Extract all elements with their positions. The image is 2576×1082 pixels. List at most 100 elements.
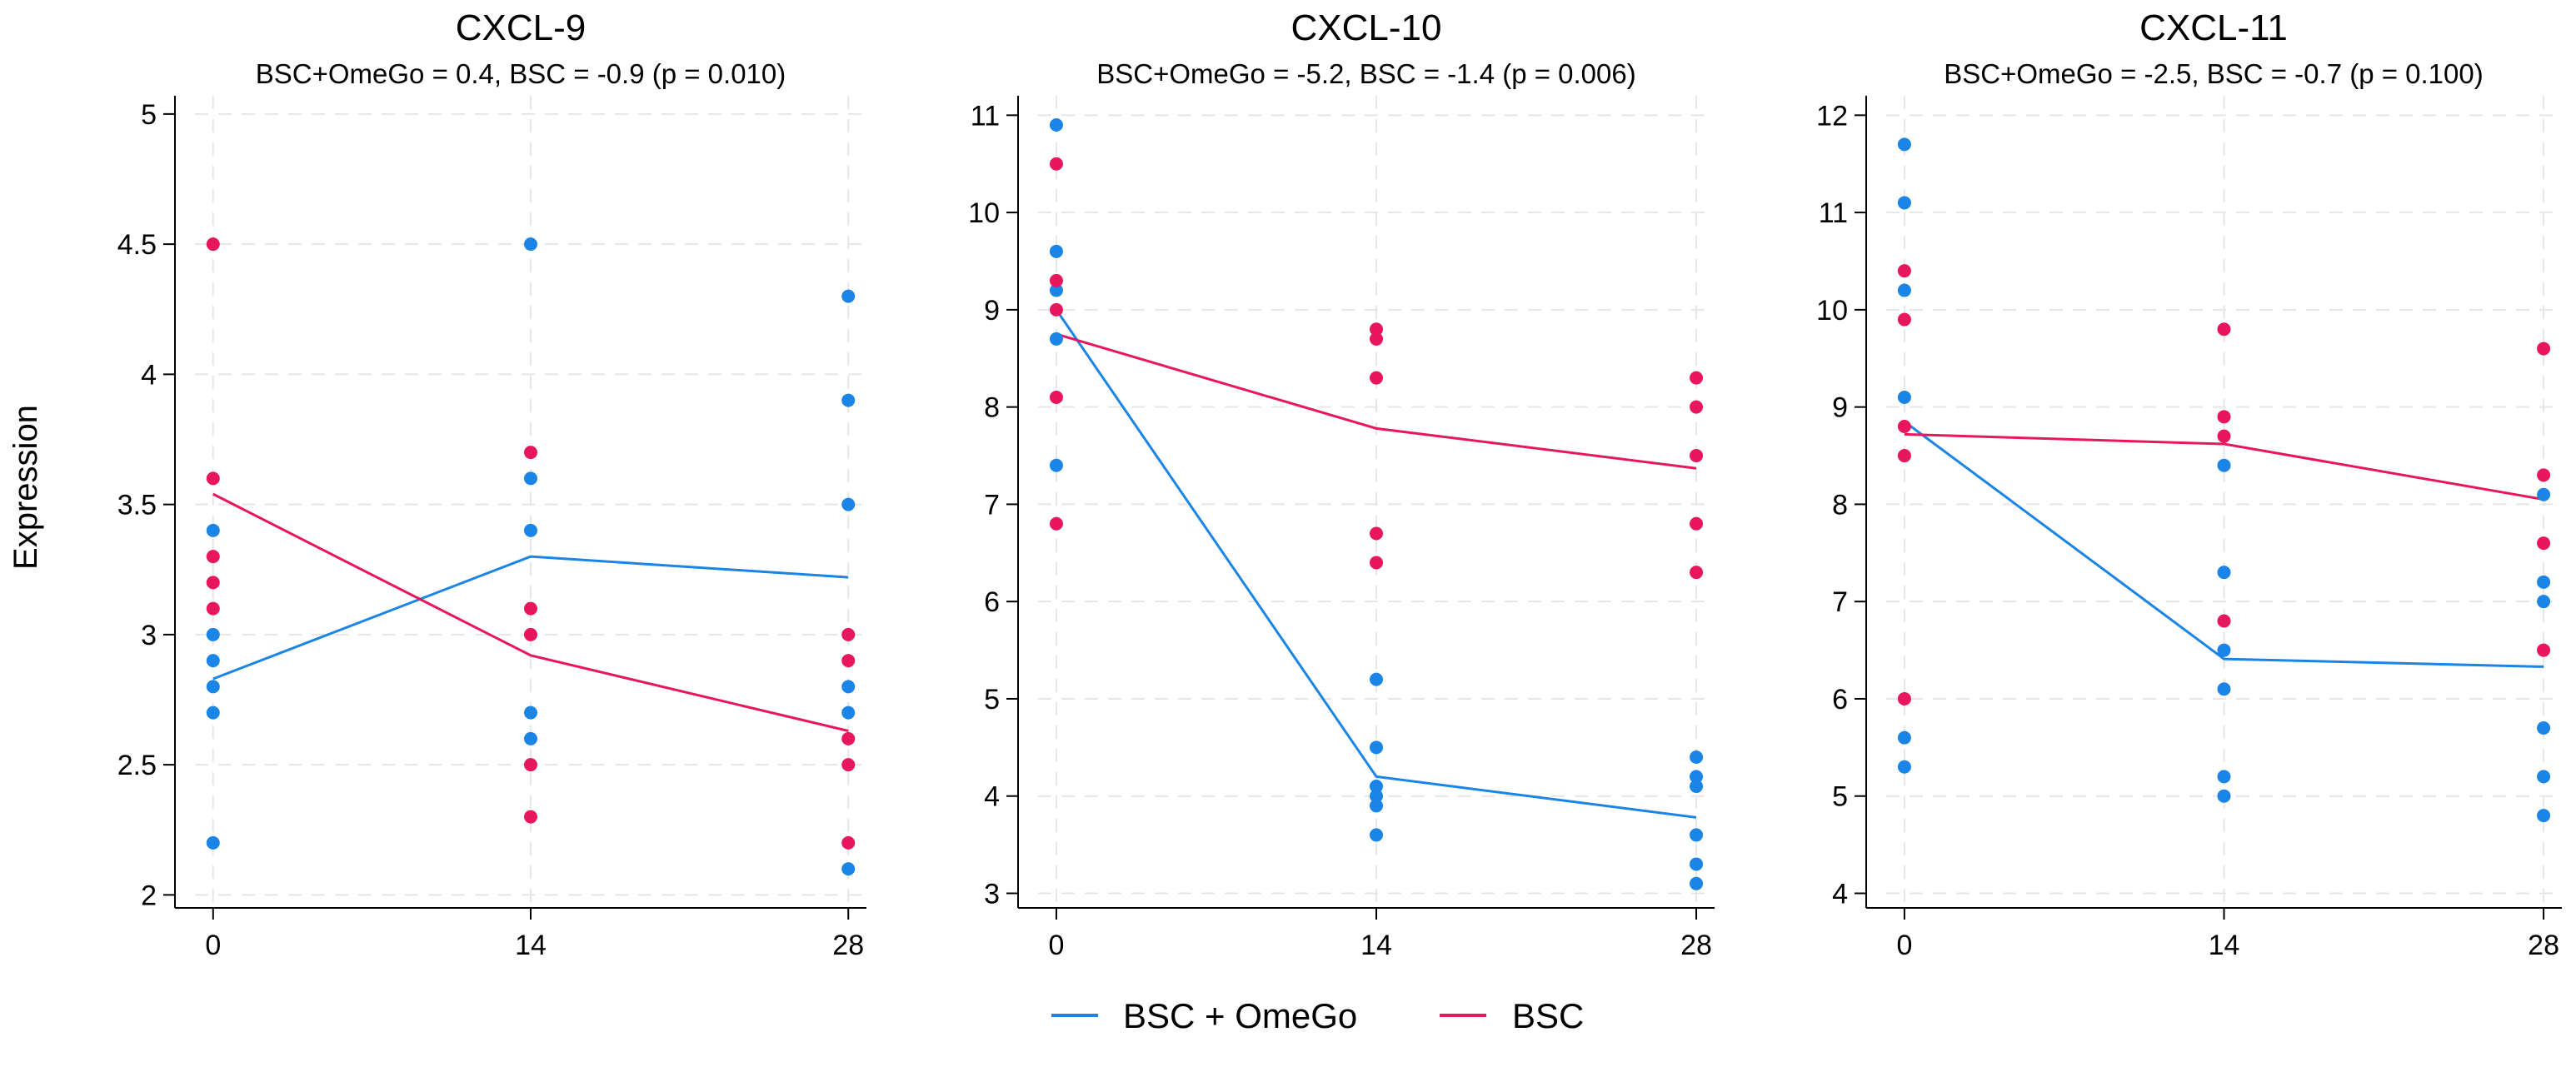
y-tick-label: 5 xyxy=(984,684,1000,716)
data-point-bsc-omego xyxy=(841,706,856,720)
data-point-bsc xyxy=(1690,516,1704,531)
data-point-bsc xyxy=(841,627,856,641)
data-point-bsc-omego xyxy=(524,706,537,720)
data-point-bsc xyxy=(841,731,856,745)
legend: BSC + OmeGo BSC xyxy=(1051,996,1584,1035)
y-tick-label: 5 xyxy=(1832,781,1848,813)
data-point-bsc xyxy=(206,237,220,252)
data-point-bsc-omego xyxy=(1049,118,1063,132)
panel-title: CXCL-11 xyxy=(2139,7,2288,48)
data-point-bsc-omego xyxy=(2217,458,2231,472)
data-point-bsc xyxy=(841,758,856,772)
y-tick-label: 8 xyxy=(984,392,1000,424)
data-point-bsc-omego xyxy=(1370,740,1383,755)
data-point-bsc-omego xyxy=(841,680,856,694)
data-point-bsc xyxy=(524,601,537,616)
y-tick-label: 11 xyxy=(971,100,1000,132)
data-point-bsc-omego xyxy=(524,523,537,537)
data-point-bsc-omego xyxy=(1897,390,1911,404)
y-tick-label: 6 xyxy=(984,586,1000,618)
series-line-bsc-omego xyxy=(1904,420,2544,668)
data-point-bsc xyxy=(1370,322,1383,337)
data-point-bsc-omego xyxy=(2217,566,2231,580)
data-point-bsc xyxy=(1049,157,1063,171)
y-tick-label: 9 xyxy=(1832,392,1848,424)
data-point-bsc xyxy=(1897,312,1911,327)
data-point-bsc-omego xyxy=(1370,799,1383,813)
data-point-bsc xyxy=(1897,420,1911,434)
data-point-bsc-omego xyxy=(206,835,220,850)
y-tick-label: 9 xyxy=(984,295,1000,327)
y-tick-label: 2.5 xyxy=(117,750,157,781)
data-point-bsc-omego xyxy=(1690,750,1704,765)
data-point-bsc xyxy=(524,446,537,460)
data-point-bsc-omego xyxy=(1690,828,1704,842)
data-point-bsc-omego xyxy=(2537,595,2551,609)
y-tick-label: 8 xyxy=(1832,489,1848,521)
data-point-bsc xyxy=(2217,429,2231,443)
data-point-bsc xyxy=(1897,264,1911,278)
data-point-bsc xyxy=(1690,400,1704,414)
data-point-bsc xyxy=(206,471,220,486)
data-point-bsc-omego xyxy=(1897,283,1911,297)
data-point-bsc-omego xyxy=(1049,283,1063,297)
y-tick-label: 5 xyxy=(141,99,157,131)
data-point-bsc-omego xyxy=(1370,789,1383,803)
x-tick-label: 14 xyxy=(2209,930,2240,961)
data-point-bsc-omego xyxy=(524,471,537,486)
data-point-bsc-omego xyxy=(2537,721,2551,735)
x-tick-label: 28 xyxy=(1680,930,1712,961)
data-point-bsc xyxy=(841,654,856,668)
data-point-bsc-omego xyxy=(2537,575,2551,589)
data-point-bsc-omego xyxy=(524,237,537,252)
data-point-bsc-omego xyxy=(2217,770,2231,784)
data-point-bsc xyxy=(2217,410,2231,424)
y-tick-label: 3 xyxy=(141,620,157,651)
y-tick-label: 4 xyxy=(1832,878,1848,910)
data-point-bsc xyxy=(2537,536,2551,551)
panel-subtitle: BSC+OmeGo = 0.4, BSC = -0.9 (p = 0.010) xyxy=(256,58,786,89)
data-point-bsc-omego xyxy=(2537,809,2551,823)
data-point-bsc-omego xyxy=(1370,780,1383,794)
data-point-bsc xyxy=(1897,691,1911,706)
data-point-bsc xyxy=(524,627,537,641)
data-point-bsc xyxy=(1370,526,1383,541)
data-point-bsc xyxy=(1690,371,1704,385)
x-tick-label: 28 xyxy=(832,930,864,961)
data-point-bsc xyxy=(1049,273,1063,287)
data-point-bsc-omego xyxy=(841,289,856,303)
x-tick-label: 14 xyxy=(1360,930,1392,961)
data-point-bsc xyxy=(1370,371,1383,385)
data-point-bsc xyxy=(1049,516,1063,531)
data-point-bsc-omego xyxy=(1690,876,1704,890)
data-point-bsc-omego xyxy=(206,523,220,537)
data-point-bsc-omego xyxy=(1897,730,1911,745)
data-point-bsc-omego xyxy=(1370,672,1383,686)
data-point-bsc xyxy=(2217,614,2231,628)
x-tick-label: 0 xyxy=(205,930,221,961)
series-line-bsc-omego xyxy=(212,555,849,681)
data-point-bsc-omego xyxy=(2217,682,2231,696)
x-tick-label: 0 xyxy=(1048,930,1064,961)
data-point-bsc-omego xyxy=(1049,244,1063,258)
data-point-bsc xyxy=(1370,556,1383,570)
data-point-bsc-omego xyxy=(206,706,220,720)
data-point-bsc-omego xyxy=(1690,780,1704,794)
data-point-bsc xyxy=(524,758,537,772)
panel-cxcl-9: CXCL-9 BSC+OmeGo = 0.4, BSC = -0.9 (p = 0… xyxy=(117,7,866,961)
data-point-bsc xyxy=(206,550,220,564)
y-tick-label: 11 xyxy=(1819,197,1848,229)
data-point-bsc xyxy=(1690,449,1704,463)
data-point-bsc-omego xyxy=(1897,137,1911,152)
data-point-bsc xyxy=(2217,322,2231,337)
x-tick-label: 0 xyxy=(1896,930,1912,961)
data-point-bsc xyxy=(2537,468,2551,482)
legend-label-bsc: BSC xyxy=(1512,996,1584,1035)
data-point-bsc-omego xyxy=(2537,487,2551,501)
y-tick-label: 7 xyxy=(1832,586,1848,618)
data-point-bsc-omego xyxy=(1690,770,1704,784)
data-point-bsc-omego xyxy=(1897,760,1911,774)
x-tick-label: 28 xyxy=(2528,930,2559,961)
panel-cxcl-11: CXCL-11 BSC+OmeGo = -2.5, BSC = -0.7 (p =… xyxy=(1816,7,2562,961)
y-tick-label: 10 xyxy=(1816,295,1848,327)
